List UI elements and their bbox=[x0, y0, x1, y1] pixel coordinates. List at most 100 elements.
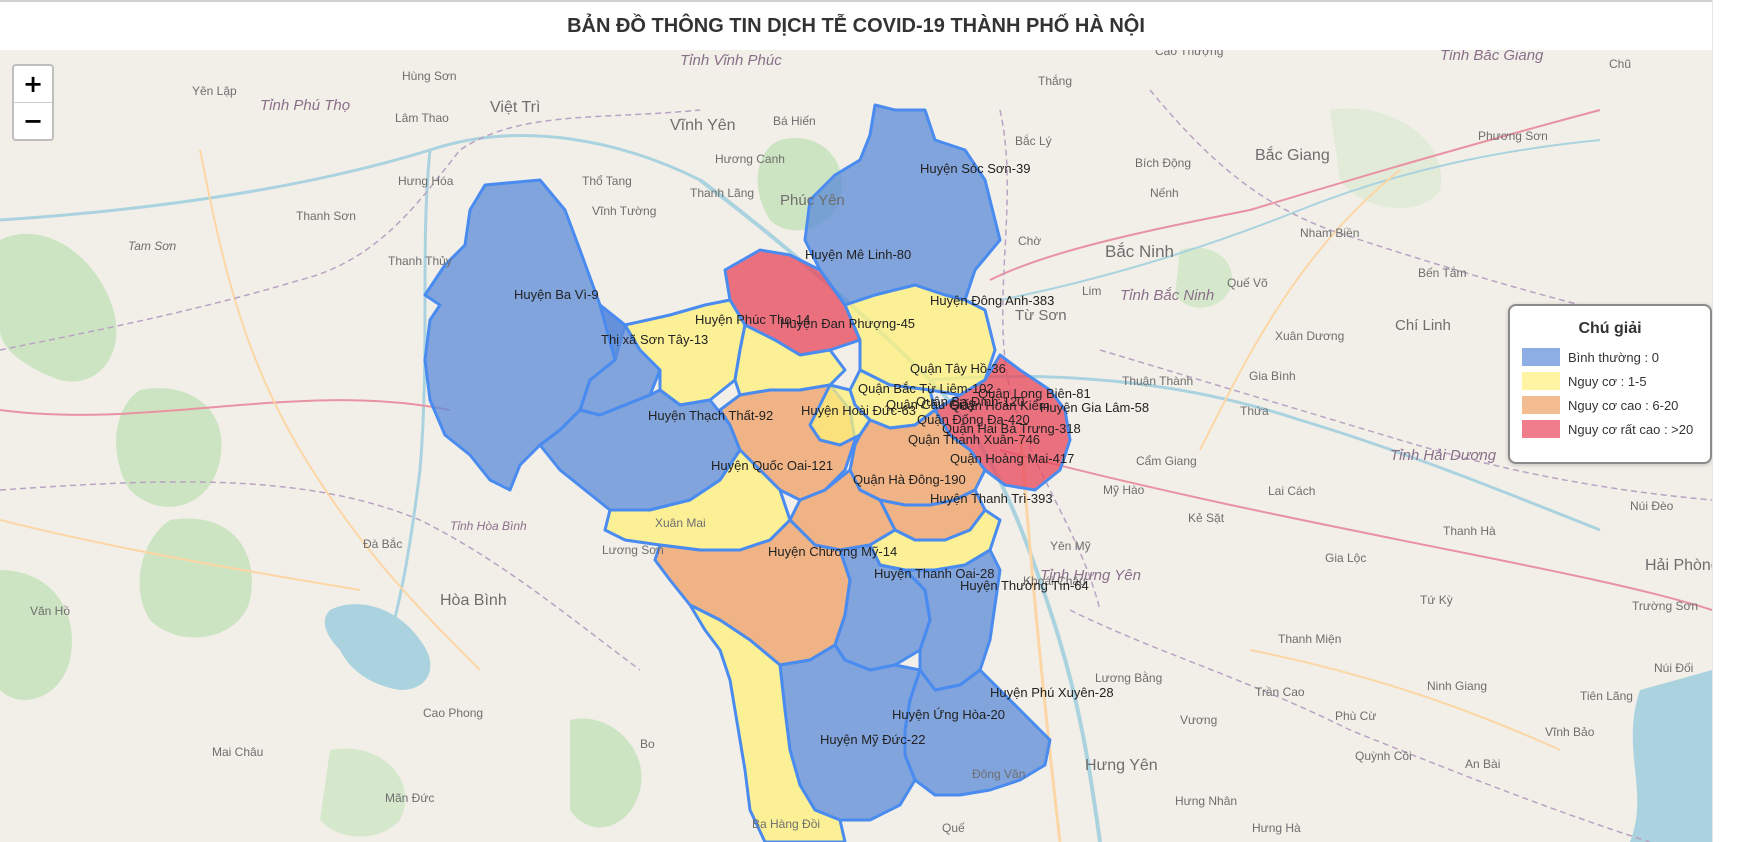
city-label: Từ Sơn bbox=[1015, 307, 1067, 324]
place-label: Thanh Hà bbox=[1443, 524, 1496, 538]
place-label: Đông Văn bbox=[972, 767, 1025, 781]
district-label: Huyện Mê Linh-80 bbox=[805, 247, 911, 262]
legend-item: Nguy cơ cao : 6-20 bbox=[1522, 396, 1710, 414]
legend-swatch bbox=[1522, 372, 1560, 390]
district-labels: Huyện Sóc Sơn-39 Huyện Mê Linh-80 Huyện … bbox=[514, 161, 1149, 747]
place-label: Cao Phong bbox=[423, 706, 483, 720]
city-label: Bắc Giang bbox=[1255, 145, 1330, 164]
legend-panel: Chú giải Bình thường : 0 Nguy cơ : 1-5 N… bbox=[1508, 304, 1712, 464]
place-label: Trần Cao bbox=[1255, 685, 1305, 699]
place-label: Lương Bằng bbox=[1095, 670, 1162, 685]
province-label: Tỉnh Phú Thọ bbox=[260, 97, 350, 114]
place-label: Thuận Thành bbox=[1122, 374, 1193, 388]
district-label: Quận Cầu Giấy bbox=[886, 397, 976, 412]
zoom-control: + − bbox=[12, 64, 54, 141]
place-label: Thắng bbox=[1038, 73, 1072, 88]
place-label: Cao Thượng bbox=[1155, 50, 1223, 58]
district-label: Quận Long Biên-81 bbox=[978, 386, 1091, 401]
zoom-in-button[interactable]: + bbox=[22, 70, 44, 98]
page-title: BẢN ĐỒ THÔNG TIN DỊCH TỄ COVID-19 THÀNH … bbox=[567, 14, 1145, 37]
place-label: Lai Cách bbox=[1268, 484, 1315, 498]
place-label: Hương Canh bbox=[715, 152, 785, 166]
place-label: Quỳnh Côi bbox=[1355, 749, 1412, 763]
place-label: Xuân Mai bbox=[655, 516, 706, 530]
district-thanh-oai[interactable] bbox=[833, 543, 932, 672]
district-label: Huyện Thanh Oai-28 bbox=[874, 566, 994, 581]
place-label: Khoái Châu bbox=[1023, 574, 1086, 588]
page-scrollbar-area[interactable] bbox=[1712, 0, 1761, 842]
legend-label: Bình thường : 0 bbox=[1568, 349, 1659, 365]
place-label: Bích Động bbox=[1135, 156, 1191, 170]
place-label: Núi Đối bbox=[1654, 661, 1693, 675]
legend-swatch bbox=[1522, 348, 1560, 366]
place-label: Hưng Nhân bbox=[1175, 794, 1237, 808]
district-label: Huyện Đan Phượng-45 bbox=[780, 316, 915, 331]
place-label: Tứ Kỳ bbox=[1420, 593, 1453, 607]
legend-item: Bình thường : 0 bbox=[1522, 348, 1710, 366]
basemap-labels: Tỉnh Vĩnh Phúc Tỉnh Phú Thọ Tỉnh Bắc Gia… bbox=[30, 50, 1712, 835]
district-label: Quận Hai Bà Trưng-318 bbox=[942, 421, 1081, 436]
district-label: Quận Thanh Xuân-746 bbox=[908, 432, 1040, 447]
zoom-out-button[interactable]: − bbox=[14, 102, 52, 139]
place-label: Ba Hàng Đồi bbox=[752, 817, 820, 831]
place-label: Bo bbox=[640, 737, 655, 751]
place-label: Nếnh bbox=[1150, 186, 1179, 200]
place-label: Thanh Thủy bbox=[388, 254, 452, 268]
district-label: Huyện Thanh Trì-393 bbox=[930, 491, 1053, 506]
place-label: Yên Mỹ bbox=[1050, 539, 1091, 553]
place-label: Nham Biền bbox=[1300, 226, 1359, 240]
district-label: Huyện Gia Lâm-58 bbox=[1040, 400, 1149, 415]
district-label: Huyện Đông Anh-383 bbox=[930, 293, 1054, 308]
place-label: Thổ Tang bbox=[582, 174, 632, 188]
district-label: Huyện Phúc Thọ-14 bbox=[695, 312, 810, 327]
district-label: Quận Hoàn Kiếm bbox=[950, 398, 1050, 413]
legend-label: Nguy cơ cao : 6-20 bbox=[1568, 397, 1679, 413]
place-label: Trường Sơn bbox=[1632, 599, 1698, 613]
district-bac-tu-liem[interactable] bbox=[808, 383, 872, 447]
district-label: Huyện Chương Mỹ-14 bbox=[768, 544, 897, 559]
place-label: Bến Tắm bbox=[1418, 265, 1466, 280]
province-label: Tỉnh Hòa Bình bbox=[450, 519, 527, 533]
place-label: Núi Đèo bbox=[1630, 499, 1674, 513]
place-label: Vương bbox=[1180, 713, 1217, 727]
place-label: Bắc Lý bbox=[1015, 133, 1052, 148]
legend-label: Nguy cơ : 1-5 bbox=[1568, 373, 1647, 389]
city-label: Chí Linh bbox=[1395, 317, 1451, 334]
district-label: Huyện Thường Tín-64 bbox=[960, 578, 1089, 593]
place-label: Vĩnh Bảo bbox=[1545, 725, 1595, 739]
district-label: Huyện Ứng Hòa-20 bbox=[892, 707, 1005, 722]
place-label: Thanh Lãng bbox=[690, 186, 754, 200]
district-label: Huyện Mỹ Đức-22 bbox=[820, 732, 926, 747]
legend-label: Nguy cơ rất cao : >20 bbox=[1568, 421, 1694, 437]
place-label: Lim bbox=[1082, 284, 1101, 298]
city-label: Hòa Bình bbox=[440, 592, 507, 609]
city-label: Phúc Yên bbox=[780, 192, 845, 209]
province-label: Tỉnh Vĩnh Phúc bbox=[680, 52, 782, 69]
place-label: Ninh Giang bbox=[1427, 679, 1487, 693]
district-label: Huyện Quốc Oai-121 bbox=[711, 458, 833, 473]
place-label: Kẻ Sặt bbox=[1188, 511, 1225, 525]
place-label: Thanh Miện bbox=[1278, 632, 1341, 646]
district-label: Quận Hoàng Mai-417 bbox=[950, 451, 1074, 466]
place-label: Quế Võ bbox=[1227, 276, 1268, 290]
place-label: Vĩnh Tường bbox=[592, 204, 656, 218]
province-label: Tỉnh Hải Dương bbox=[1390, 447, 1497, 464]
place-label: Mãn Đức bbox=[385, 791, 434, 805]
place-label: Chờ bbox=[1018, 234, 1041, 248]
place-label: Chũ bbox=[1609, 57, 1631, 71]
district-my-duc[interactable] bbox=[688, 603, 847, 842]
province-label: Tỉnh Bắc Ninh bbox=[1120, 287, 1214, 304]
city-label: Bắc Ninh bbox=[1105, 242, 1174, 261]
district-layer[interactable] bbox=[423, 103, 1072, 842]
place-label: Lâm Thao bbox=[395, 111, 449, 125]
place-label: Phù Cừ bbox=[1335, 709, 1376, 723]
map-svg[interactable]: Tỉnh Vĩnh Phúc Tỉnh Phú Thọ Tỉnh Bắc Gia… bbox=[0, 50, 1712, 842]
place-label: Xuân Dương bbox=[1275, 329, 1344, 343]
district-label: Huyện Thạch Thất-92 bbox=[648, 408, 773, 423]
place-label: Lương Sơn bbox=[602, 543, 664, 557]
legend-item: Nguy cơ rất cao : >20 bbox=[1522, 420, 1710, 438]
province-label: Tỉnh Hưng Yên bbox=[1040, 567, 1141, 584]
place-label: Quế bbox=[942, 821, 965, 835]
city-label: Việt Trì bbox=[490, 99, 540, 116]
map-container[interactable]: Tỉnh Vĩnh Phúc Tỉnh Phú Thọ Tỉnh Bắc Gia… bbox=[0, 50, 1712, 842]
